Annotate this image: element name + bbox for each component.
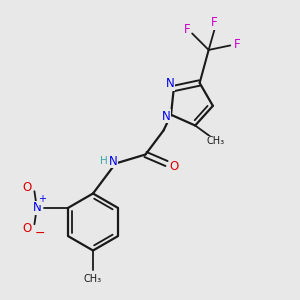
Text: O: O [22, 222, 32, 235]
Text: N: N [162, 110, 171, 123]
Text: CH₃: CH₃ [84, 274, 102, 284]
Text: N: N [109, 154, 118, 168]
Text: O: O [169, 160, 178, 173]
Text: CH₃: CH₃ [206, 136, 224, 146]
Text: O: O [22, 181, 32, 194]
Text: F: F [211, 16, 218, 29]
Text: N: N [166, 77, 175, 90]
Text: F: F [233, 38, 240, 51]
Text: −: − [34, 227, 45, 240]
Text: F: F [183, 23, 190, 36]
Text: N: N [32, 201, 41, 214]
Text: +: + [38, 194, 46, 204]
Text: H: H [100, 156, 108, 166]
